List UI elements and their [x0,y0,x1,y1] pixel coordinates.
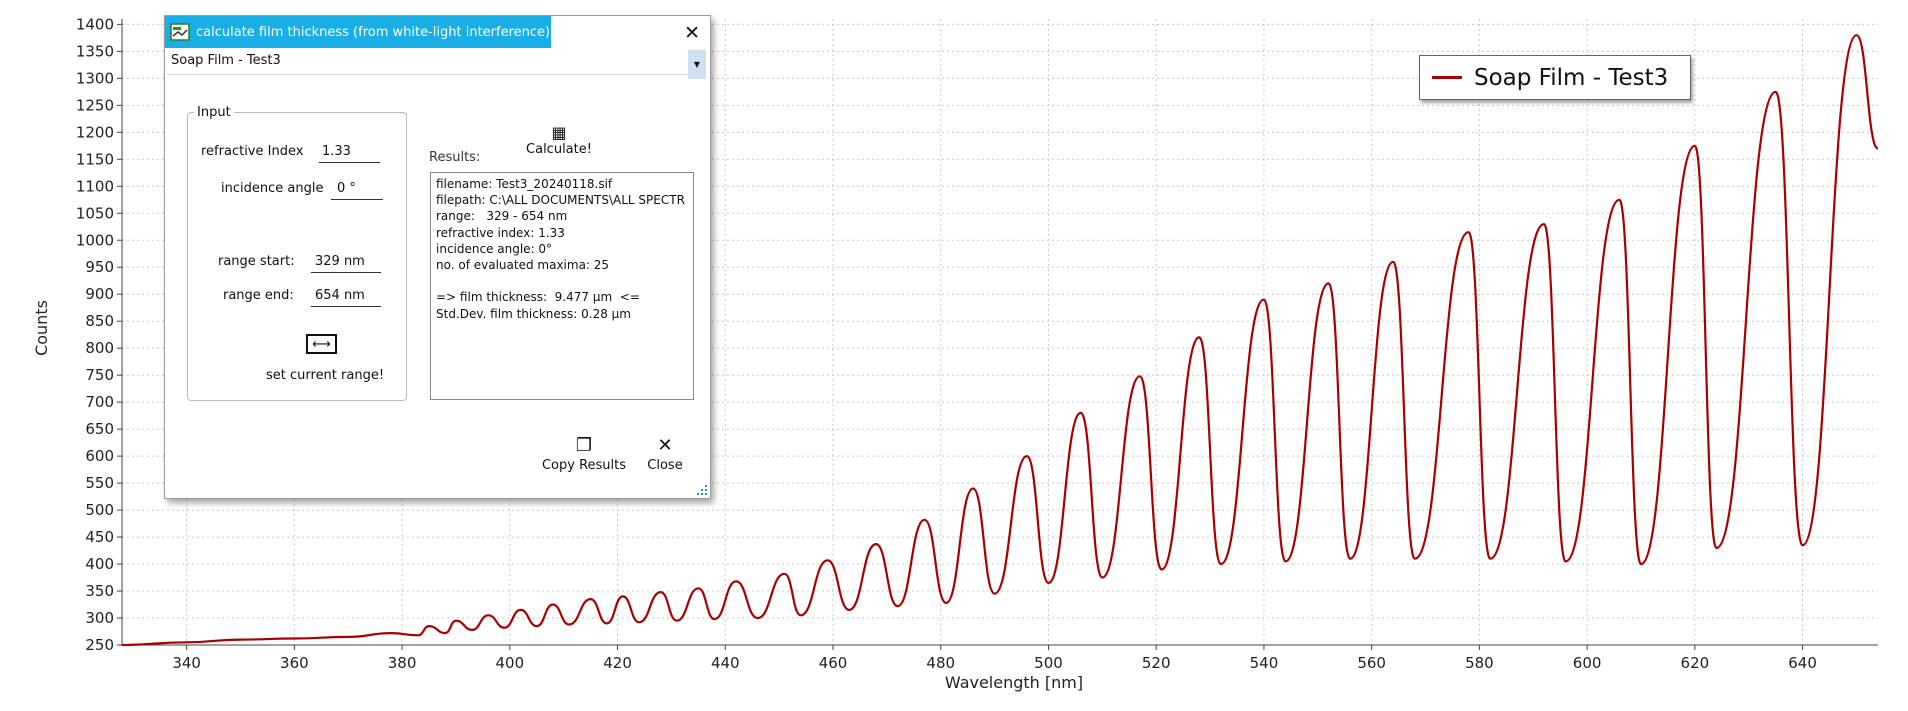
range-start-input[interactable]: 329 nm [311,254,381,273]
copy-results-button[interactable]: ❐ Copy Results [539,434,629,473]
chart-series [121,34,1880,647]
y-axis-label: Counts [32,300,51,356]
set-range-button[interactable]: set current range! [266,368,385,383]
y-tick-label: 950 [85,258,114,276]
y-tick-label: 450 [85,528,114,546]
input-group: Input [187,105,407,401]
chart-axes [117,19,1878,650]
y-tick-label: 1000 [76,231,114,249]
legend-swatch [1432,76,1462,79]
y-tick-label: 800 [85,339,114,357]
x-tick-label: 440 [711,654,740,672]
y-tick-label: 1250 [76,96,114,114]
close-button-icon: ✕ [657,435,673,456]
y-tick-label: 1200 [76,123,114,141]
y-tick-label: 550 [85,474,114,492]
close-button[interactable]: ✕ Close [640,434,690,473]
close-icon[interactable]: ✕ [684,22,700,44]
copy-results-label: Copy Results [541,458,627,473]
incidence-angle-input[interactable]: 0 ° [331,181,383,200]
dataset-select[interactable]: Soap Film - Test3 ▼ [167,50,706,79]
series-line [121,34,1880,647]
y-tick-label: 900 [85,285,114,303]
set-range-icon[interactable]: ⟷ [306,334,337,354]
y-tick-label: 400 [85,555,114,573]
calculate-button[interactable]: ▦ Calculate! [524,123,594,158]
x-tick-label: 480 [926,654,955,672]
x-tick-label: 340 [172,654,201,672]
x-tick-label: 580 [1465,654,1494,672]
y-tick-label: 600 [85,447,114,465]
app-icon [170,23,190,41]
y-tick-label: 850 [85,312,114,330]
refractive-index-label: refractive Index [201,144,304,159]
x-tick-label: 360 [280,654,309,672]
y-tick-label: 1400 [76,15,114,33]
range-start-label: range start: [218,254,295,269]
y-tick-label: 1150 [76,150,114,168]
x-tick-label: 560 [1357,654,1386,672]
y-tick-label: 250 [85,636,114,654]
dialog-title: calculate film thickness (from white-lig… [196,24,551,40]
film-thickness-dialog: calculate film thickness (from white-lig… [164,15,711,499]
results-label: Results: [429,150,481,165]
resize-grip-icon[interactable] [696,484,708,496]
x-axis-label: Wavelength [nm] [945,673,1083,692]
x-tick-label: 520 [1142,654,1171,672]
results-textbox[interactable]: filename: Test3_20240118.sif filepath: C… [430,172,694,400]
y-tick-label: 700 [85,393,114,411]
x-tick-label: 620 [1681,654,1710,672]
y-tick-label: 350 [85,582,114,600]
y-tick-label: 500 [85,501,114,519]
y-tick-label: 750 [85,366,114,384]
refractive-index-input[interactable]: 1.33 [319,144,380,163]
y-tick-label: 300 [85,609,114,627]
x-tick-label: 460 [819,654,848,672]
copy-icon: ❐ [575,435,593,456]
incidence-angle-label: incidence angle [221,181,324,196]
chart-legend: Soap Film - Test3 [1419,55,1691,100]
y-tick-label: 650 [85,420,114,438]
range-end-label: range end: [223,288,294,303]
x-tick-label: 600 [1573,654,1602,672]
range-end-input[interactable]: 654 nm [311,288,381,307]
y-tick-label: 1350 [76,42,114,60]
x-tick-label: 500 [1034,654,1063,672]
input-group-label: Input [197,105,231,120]
dialog-titlebar[interactable]: calculate film thickness (from white-lig… [165,16,551,48]
legend-label: Soap Film - Test3 [1474,64,1669,91]
x-tick-label: 400 [496,654,525,672]
calculate-label: Calculate! [526,142,592,157]
x-tick-label: 540 [1250,654,1279,672]
x-tick-label: 420 [603,654,632,672]
chart-tick-labels: 340 360 380 400 420 440 460 480 500 520 540 560 580 6… [76,15,1817,672]
y-tick-label: 1100 [76,177,114,195]
y-tick-label: 1300 [76,69,114,87]
x-tick-label: 640 [1788,654,1817,672]
close-label: Close [647,458,683,473]
dataset-select-value: Soap Film - Test3 [171,53,281,68]
calculator-icon: ▦ [551,123,567,142]
y-tick-label: 1050 [76,204,114,222]
chevron-down-icon[interactable]: ▼ [688,50,706,79]
x-tick-label: 380 [388,654,417,672]
